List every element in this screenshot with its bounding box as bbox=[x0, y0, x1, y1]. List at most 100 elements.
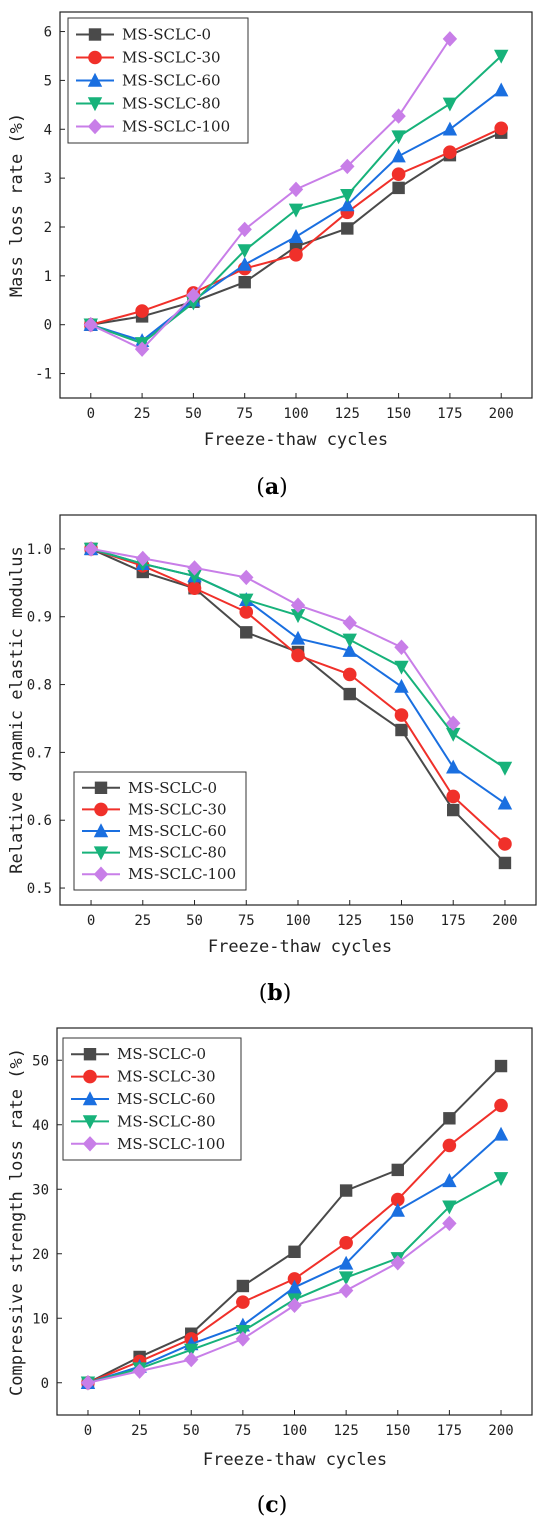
y-tick-label: 0.8 bbox=[27, 678, 52, 694]
series-line-ms-sclc-100 bbox=[87, 1222, 450, 1384]
legend-label-ms-sclc-0: MS-SCLC-0 bbox=[117, 1045, 206, 1063]
x-tick-label: 25 bbox=[131, 1423, 148, 1439]
x-tick-label: 125 bbox=[333, 1423, 358, 1439]
legend-marker-ms-sclc-0 bbox=[94, 781, 108, 794]
series-line-ms-sclc-0 bbox=[90, 131, 502, 326]
legend-label-ms-sclc-100: MS-SCLC-100 bbox=[117, 1135, 225, 1153]
y-tick-label: 50 bbox=[32, 1053, 49, 1069]
y-tick-label: 0.7 bbox=[27, 745, 52, 761]
data-point-ms-sclc-60 bbox=[342, 642, 357, 657]
axes-a: 0 25 50 75 100 125 150 175 200 -1 0 1 2 3 4 5 6 bbox=[35, 25, 514, 422]
y-tick-label: 10 bbox=[32, 1311, 49, 1327]
legend-marker-ms-sclc-0 bbox=[83, 1048, 97, 1061]
data-point-ms-sclc-80 bbox=[442, 1200, 457, 1215]
data-point-ms-sclc-60 bbox=[290, 630, 306, 645]
data-point-ms-sclc-30 bbox=[390, 1192, 405, 1207]
data-point-ms-sclc-60 bbox=[446, 759, 461, 774]
data-point-ms-sclc-0 bbox=[498, 856, 512, 870]
data-point-ms-sclc-60 bbox=[394, 678, 409, 693]
x-tick-label: 150 bbox=[389, 913, 414, 929]
series-c bbox=[80, 1059, 509, 1391]
panel-label-b: (b) bbox=[259, 980, 292, 1006]
data-point-ms-sclc-0 bbox=[339, 1184, 353, 1197]
x-tick-label: 0 bbox=[87, 913, 95, 929]
data-point-ms-sclc-80 bbox=[342, 633, 357, 648]
data-point-ms-sclc-60 bbox=[442, 121, 458, 136]
data-point-ms-sclc-60 bbox=[493, 1126, 509, 1141]
legend-label-ms-sclc-100: MS-SCLC-100 bbox=[122, 118, 230, 136]
legend-marker-ms-sclc-80 bbox=[93, 846, 109, 861]
data-point-ms-sclc-80 bbox=[290, 609, 306, 624]
x-tick-label: 25 bbox=[134, 406, 151, 422]
series-line-ms-sclc-60 bbox=[90, 547, 506, 805]
data-point-ms-sclc-30 bbox=[135, 304, 149, 318]
data-point-ms-sclc-100 bbox=[442, 1215, 457, 1232]
data-point-ms-sclc-100 bbox=[340, 158, 355, 175]
data-point-ms-sclc-80 bbox=[338, 1271, 354, 1286]
legend-label-ms-sclc-30: MS-SCLC-30 bbox=[128, 800, 227, 818]
data-point-ms-sclc-80 bbox=[288, 203, 304, 218]
y-tick-label: 0.9 bbox=[27, 610, 52, 626]
x-axis-title-c: Freeze-thaw cycles bbox=[203, 1450, 387, 1470]
data-point-ms-sclc-100 bbox=[237, 221, 252, 238]
series-line-ms-sclc-60 bbox=[87, 1133, 502, 1384]
data-point-ms-sclc-30 bbox=[342, 667, 357, 682]
x-tick-label: 125 bbox=[337, 913, 362, 929]
data-point-ms-sclc-30 bbox=[498, 837, 512, 851]
data-point-ms-sclc-0 bbox=[343, 687, 356, 701]
y-axis-title-c: Compressive strength loss rate (%) bbox=[7, 1048, 27, 1396]
data-point-ms-sclc-60 bbox=[288, 229, 304, 243]
x-tick-label: 175 bbox=[441, 913, 466, 929]
data-point-ms-sclc-100 bbox=[287, 1297, 302, 1314]
legend-label-ms-sclc-80: MS-SCLC-80 bbox=[117, 1112, 216, 1130]
data-point-ms-sclc-100 bbox=[187, 560, 202, 576]
legend-label-ms-sclc-30: MS-SCLC-30 bbox=[122, 49, 221, 67]
legend-label-ms-sclc-60: MS-SCLC-60 bbox=[117, 1090, 216, 1108]
data-point-ms-sclc-100 bbox=[446, 715, 461, 731]
legend-label-ms-sclc-60: MS-SCLC-60 bbox=[122, 72, 221, 90]
legend-marker-ms-sclc-30 bbox=[94, 802, 108, 817]
y-tick-label: 40 bbox=[32, 1118, 49, 1134]
data-point-ms-sclc-30 bbox=[494, 1098, 508, 1113]
data-point-ms-sclc-0 bbox=[341, 222, 354, 235]
data-point-ms-sclc-0 bbox=[447, 803, 460, 817]
data-point-ms-sclc-100 bbox=[235, 1331, 251, 1347]
x-tick-label: 50 bbox=[186, 913, 203, 929]
legend-marker-ms-sclc-60 bbox=[93, 823, 109, 838]
x-axis-title-a: Freeze-thaw cycles bbox=[204, 430, 388, 450]
legend-marker-ms-sclc-100 bbox=[87, 118, 103, 135]
legend-label-ms-sclc-60: MS-SCLC-60 bbox=[128, 822, 227, 840]
data-point-ms-sclc-80 bbox=[391, 130, 406, 145]
panel-b: 0 25 50 75 100 125 150 175 200 0.5 0.6 0.7 0.8 0.9 1.0… bbox=[7, 514, 537, 1006]
data-point-ms-sclc-100 bbox=[186, 287, 201, 304]
data-point-ms-sclc-60 bbox=[338, 1255, 354, 1270]
data-point-ms-sclc-100 bbox=[239, 569, 254, 586]
legend-marker-ms-sclc-80 bbox=[87, 97, 103, 112]
data-point-ms-sclc-80 bbox=[497, 761, 513, 776]
data-point-ms-sclc-80 bbox=[239, 593, 254, 608]
data-point-ms-sclc-100 bbox=[288, 181, 304, 198]
data-point-ms-sclc-100 bbox=[135, 550, 150, 567]
y-tick-label: -1 bbox=[35, 367, 52, 383]
x-tick-label: 25 bbox=[134, 913, 151, 929]
data-point-ms-sclc-60 bbox=[497, 795, 513, 810]
data-point-ms-sclc-100 bbox=[394, 639, 409, 655]
data-point-ms-sclc-0 bbox=[238, 276, 251, 289]
axes-b: 0 25 50 75 100 125 150 175 200 0.5 0.6 0.7 0.8 0.9 1.0 bbox=[27, 542, 518, 929]
legend-label-ms-sclc-0: MS-SCLC-0 bbox=[122, 26, 211, 44]
data-point-ms-sclc-100 bbox=[134, 341, 150, 357]
data-point-ms-sclc-60 bbox=[391, 148, 406, 163]
legend-label-ms-sclc-0: MS-SCLC-0 bbox=[128, 779, 217, 797]
x-tick-label: 150 bbox=[386, 406, 411, 422]
data-point-ms-sclc-30 bbox=[391, 167, 406, 182]
x-tick-label: 125 bbox=[335, 406, 360, 422]
x-tick-label: 50 bbox=[185, 406, 202, 422]
y-tick-label: 6 bbox=[44, 25, 52, 41]
data-point-ms-sclc-100 bbox=[391, 108, 406, 124]
x-axis-title-b: Freeze-thaw cycles bbox=[208, 937, 392, 957]
y-tick-label: 20 bbox=[32, 1247, 49, 1263]
data-point-ms-sclc-0 bbox=[392, 181, 405, 195]
legend-label-ms-sclc-30: MS-SCLC-30 bbox=[117, 1068, 216, 1086]
data-point-ms-sclc-80 bbox=[187, 569, 202, 584]
